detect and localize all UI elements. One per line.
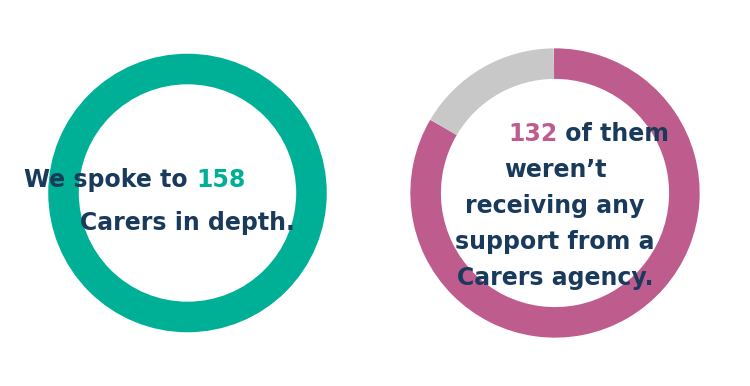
Text: Carers agency.: Carers agency. (457, 266, 653, 291)
Text: support from a: support from a (455, 230, 655, 254)
Text: Carers in depth.: Carers in depth. (80, 211, 295, 235)
Text: 158: 158 (196, 168, 245, 192)
Text: 132: 132 (508, 122, 557, 147)
Text: of them: of them (557, 122, 669, 147)
Text: We spoke to: We spoke to (24, 168, 196, 192)
Text: receiving any: receiving any (465, 195, 645, 218)
Text: weren’t: weren’t (504, 159, 606, 183)
